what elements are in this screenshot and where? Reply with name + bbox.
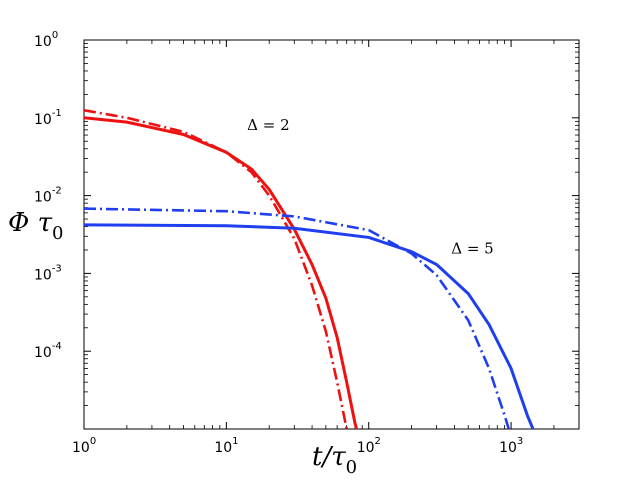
x-tick-label: 102	[357, 436, 381, 456]
x-tick-base: 10	[214, 440, 232, 456]
y-tick-exponent: -1	[52, 108, 62, 119]
y-tick-base: 10	[34, 190, 52, 206]
y-tick-label: 100	[34, 30, 58, 50]
plot-frame	[83, 39, 580, 430]
annotation-label: Δ = 2	[247, 116, 289, 134]
y-tick-base: 10	[34, 34, 52, 50]
x-tick-label: 103	[499, 436, 523, 456]
y-tick-exponent: -2	[52, 186, 62, 197]
series-line-4	[84, 207, 511, 429]
x-tick-exponent: 0	[90, 436, 96, 447]
x-tick-base: 10	[72, 440, 90, 456]
y-tick-base: 10	[34, 345, 52, 361]
x-tick-base: 10	[499, 440, 517, 456]
annotation-label: Δ = 5	[451, 240, 493, 258]
x-tick-exponent: 3	[517, 436, 523, 447]
y-tick-base: 10	[34, 267, 52, 283]
series-layer	[84, 108, 535, 429]
y-tick-exponent: -3	[52, 263, 62, 274]
y-tick-label: 10-4	[34, 341, 62, 361]
annotation-layer: Δ = 2 Δ = 5	[247, 116, 494, 258]
series-line-1	[84, 116, 359, 429]
y-tick-base: 10	[34, 112, 52, 128]
x-tick-base: 10	[357, 440, 375, 456]
series-line-2	[84, 108, 348, 429]
x-axis-label: t/τ0	[312, 442, 357, 478]
y-axis-label: Φ τ0	[8, 208, 63, 244]
y-tick-label: 10-2	[34, 186, 62, 206]
x-tick-exponent: 2	[375, 436, 381, 447]
x-tick-exponent: 1	[232, 436, 238, 447]
y-tick-exponent: 0	[52, 30, 58, 41]
y-tick-label: 10-3	[34, 263, 62, 283]
y-tick-label: 10-1	[34, 108, 62, 128]
series-line-3	[84, 223, 535, 429]
x-tick-label: 100	[72, 436, 96, 456]
x-tick-label: 101	[214, 436, 238, 456]
y-tick-exponent: -4	[52, 341, 62, 352]
